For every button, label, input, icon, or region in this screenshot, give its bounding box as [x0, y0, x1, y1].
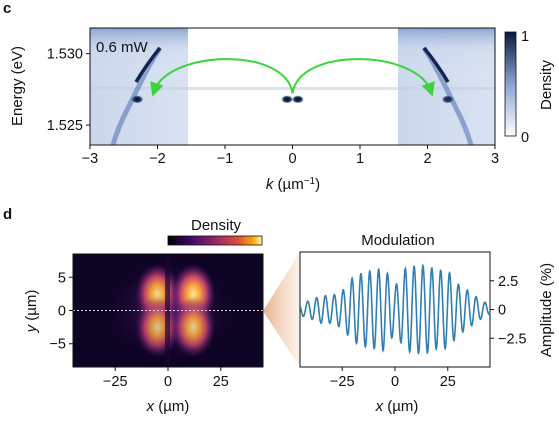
- density-map-x-ticks: −25 0 25: [103, 367, 229, 390]
- c-x-tick-label: −1: [217, 151, 234, 167]
- density-colorbar-gradient: [167, 235, 263, 246]
- c-x-tick-label: −3: [82, 151, 99, 167]
- dispersion-image: [90, 28, 495, 145]
- density-lobes: [135, 263, 216, 358]
- x-label-unit-left: (µm): [154, 398, 189, 415]
- panel-c-x-axis-label: k (µm−1): [266, 176, 320, 194]
- panel-c-plot: −3 −2 −1 0 1 2 3 1.525 1.530 0.6 mW: [47, 27, 499, 167]
- colorbar-gradient: [504, 31, 517, 137]
- x-label-unit-right: (µm): [383, 398, 418, 415]
- modulation-y-ticks: 2.5 0 −2.5: [490, 274, 527, 347]
- panel-label-d: d: [3, 206, 12, 223]
- right-dispersion-outer: [421, 46, 474, 145]
- dr-x-tick-label: −25: [330, 374, 355, 390]
- modulation-title: Modulation: [361, 232, 434, 249]
- density-map-y-ticks: 5 0 −5: [49, 270, 73, 353]
- modulation-frame: [299, 251, 491, 368]
- y-label-symbol: y: [23, 323, 40, 333]
- y-label-unit: (µm): [23, 290, 40, 325]
- colorbar-tick-max: 1: [521, 29, 529, 45]
- c-x-tick-label: 1: [356, 151, 364, 167]
- scattering-arrows: [150, 58, 435, 97]
- c-x-tick-label: 2: [423, 151, 431, 167]
- dl-y-tick-label: −5: [49, 337, 66, 353]
- condensate-spots: [131, 95, 454, 104]
- density-map-x-label: x (µm): [146, 398, 190, 415]
- dl-x-tick-label: 25: [213, 374, 229, 390]
- dr-x-tick-label: 0: [391, 374, 399, 390]
- zoom-connector: [263, 252, 300, 367]
- x-label-symbol-left: x: [146, 398, 155, 415]
- condensate-spot: [281, 95, 294, 104]
- density-map-y-label: y (µm): [23, 290, 40, 334]
- panel-c-y-ticks: 1.525 1.530: [47, 47, 90, 134]
- modulation-x-ticks: −25 0 25: [330, 367, 456, 390]
- density-colorbar: Density: [167, 217, 263, 246]
- panel-c-colorbar: 1 0 Density: [504, 29, 555, 146]
- modulation-series-line: [300, 263, 490, 355]
- x-label-symbol: k: [266, 176, 275, 193]
- dr-y-tick-label: −2.5: [498, 331, 527, 347]
- left-dispersion-bright: [134, 46, 162, 83]
- x-label-symbol-right: x: [375, 398, 384, 415]
- panel-d-modulation-plot: −25 0 25 2.5 0 −2.5: [299, 251, 527, 390]
- dr-y-tick-label: 2.5: [498, 274, 518, 290]
- modulation-x-label: x (µm): [375, 398, 419, 415]
- c-x-tick-label: 3: [491, 151, 499, 167]
- panel-label-c: c: [3, 0, 11, 17]
- x-label-exponent: −1: [304, 176, 316, 187]
- condensate-spot: [441, 95, 454, 104]
- central-node: [165, 256, 170, 366]
- dl-x-tick-label: 0: [164, 374, 172, 390]
- panel-c-y-axis-label: Energy (eV): [9, 46, 26, 126]
- condensate-spot: [131, 95, 144, 104]
- colorbar-tick-min: 0: [521, 130, 529, 146]
- x-label-close: ): [315, 176, 320, 193]
- panel-d-density-map: −25 0 25 50−5: [49, 253, 264, 390]
- left-dispersion-outer: [110, 46, 163, 145]
- masked-center-region: [188, 28, 398, 145]
- density-lobe: [171, 297, 216, 358]
- condensate-band: [90, 87, 495, 90]
- dl-y-tick-label: 5: [58, 270, 66, 286]
- x-label-unit: (µm: [273, 176, 303, 193]
- c-y-tick-label: 1.525: [47, 118, 83, 134]
- power-label: 0.6 mW: [96, 39, 149, 56]
- modulation-y-label: Amplitude (%): [538, 263, 555, 357]
- density-colorbar-title: Density: [191, 217, 242, 234]
- c-x-tick-label: 0: [288, 151, 296, 167]
- c-y-tick-label: 1.530: [47, 47, 83, 63]
- dr-x-tick-label: 25: [440, 374, 456, 390]
- right-dispersion-bright: [422, 46, 450, 83]
- dl-x-tick-label: −25: [103, 374, 128, 390]
- scattering-arrow: [150, 58, 294, 97]
- dl-y-tick-label: 0: [58, 304, 66, 320]
- c-x-tick-label: −2: [149, 151, 166, 167]
- panel-c-x-ticks: −3 −2 −1 0 1 2 3: [82, 145, 499, 167]
- colorbar-label: Density: [538, 59, 555, 110]
- scattering-arrow: [291, 58, 435, 97]
- condensate-spot: [291, 95, 304, 104]
- dr-y-tick-label: 0: [498, 303, 506, 319]
